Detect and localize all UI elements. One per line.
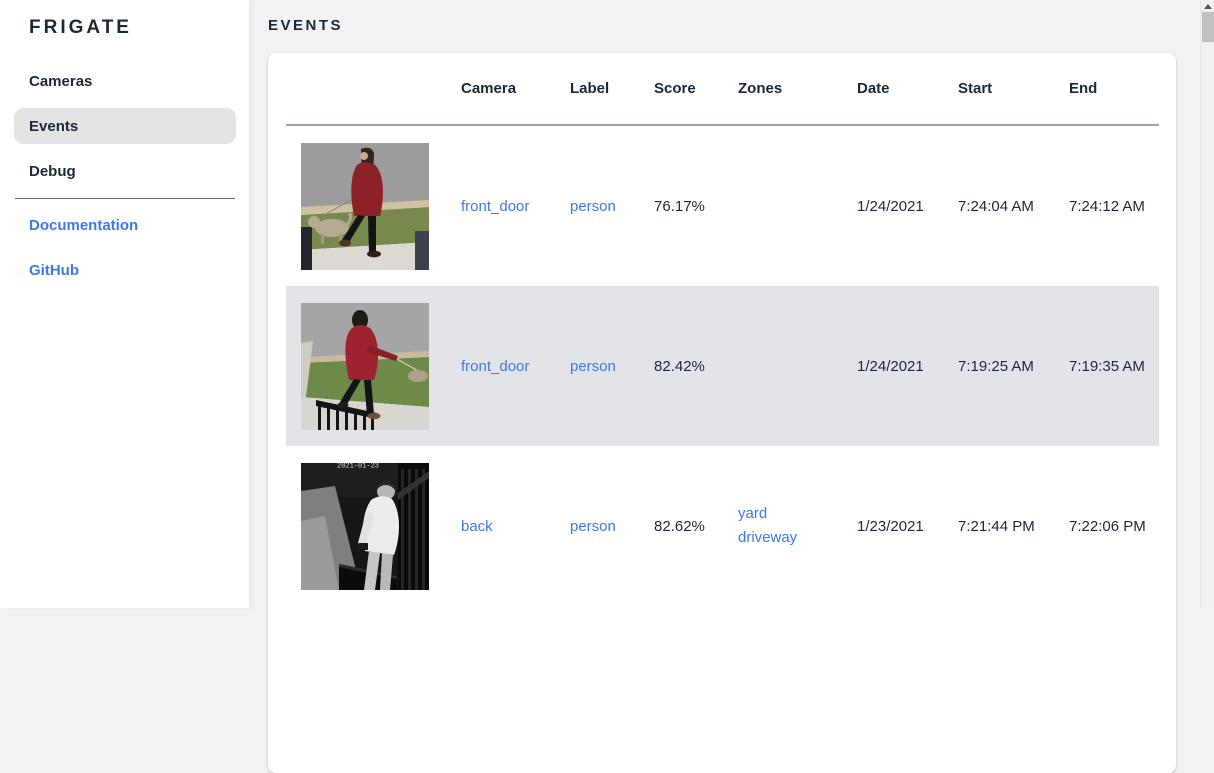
event-start-time: 7:21:44 PM	[958, 517, 1035, 535]
sidebar-item-cameras[interactable]: Cameras	[14, 63, 236, 99]
sidebar-item-label: Events	[29, 117, 79, 135]
label-link[interactable]: person	[570, 357, 616, 375]
page-title: EVENTS	[268, 17, 344, 34]
sidebar-item-debug[interactable]: Debug	[14, 153, 236, 189]
events-table-card: Camera Label Score Zones Date Start End	[268, 53, 1176, 773]
column-label-header: Label	[570, 80, 610, 97]
camera-link[interactable]: front_door	[461, 357, 530, 375]
scrollbar[interactable]	[1200, 0, 1214, 608]
event-camera-cell: back	[449, 518, 558, 535]
thumbnail-timestamp-overlay: 2021-01-23	[337, 463, 379, 471]
event-end-time: 7:22:06 PM	[1069, 517, 1146, 535]
zone-link[interactable]: driveway	[738, 529, 798, 546]
event-zones-cell: yard driveway	[726, 502, 845, 550]
event-thumbnail-cell	[286, 142, 449, 270]
sidebar-divider	[15, 198, 235, 199]
event-score: 76.17%	[654, 197, 705, 215]
event-date: 1/24/2021	[857, 197, 924, 215]
scrollbar-thumb[interactable]	[1202, 12, 1214, 42]
event-row[interactable]: 2021-01-23 back person 82.62% yard drive…	[286, 446, 1159, 606]
sidebar-item-label: Cameras	[29, 72, 93, 90]
column-start-header: Start	[958, 80, 993, 97]
sidebar-link-github[interactable]: GitHub	[14, 252, 236, 288]
sidebar-link-label: Documentation	[29, 216, 139, 234]
scroll-up-arrow-icon[interactable]	[1203, 4, 1212, 9]
event-end-time: 7:19:35 AM	[1069, 357, 1145, 375]
event-score: 82.62%	[654, 517, 705, 535]
sidebar-link-documentation[interactable]: Documentation	[14, 207, 236, 243]
column-score-header: Score	[654, 80, 696, 97]
sidebar-item-label: Debug	[29, 162, 76, 180]
label-link[interactable]: person	[570, 197, 616, 215]
zone-link[interactable]: yard	[738, 505, 768, 522]
event-label-cell: person	[558, 198, 642, 215]
event-thumbnail-cell: 2021-01-23	[286, 462, 449, 590]
event-thumbnail-cell	[286, 302, 449, 430]
event-date: 1/23/2021	[857, 517, 924, 535]
column-camera-header: Camera	[461, 80, 517, 97]
event-row[interactable]: front_door person 76.17% 1/24/2021 7:24:…	[286, 126, 1159, 286]
event-label-cell: person	[558, 358, 642, 375]
event-thumbnail[interactable]: 2021-01-23	[301, 462, 429, 590]
event-row[interactable]: front_door person 82.42% 1/24/2021 7:19:…	[286, 286, 1159, 446]
event-start-time: 7:24:04 AM	[958, 197, 1034, 215]
event-date: 1/24/2021	[857, 357, 924, 375]
camera-link[interactable]: front_door	[461, 197, 530, 215]
sidebar-item-events[interactable]: Events	[14, 108, 236, 144]
app-logo: FRIGATE	[29, 17, 132, 38]
sidebar-nav: Cameras Events Debug Documentation GitHu…	[14, 63, 236, 297]
table-header-row: Camera Label Score Zones Date Start End	[286, 53, 1159, 126]
event-thumbnail[interactable]	[301, 302, 429, 430]
column-zones-header: Zones	[738, 80, 783, 97]
sidebar-link-label: GitHub	[29, 261, 79, 279]
event-score: 82.42%	[654, 357, 705, 375]
column-date-header: Date	[857, 80, 890, 97]
label-link[interactable]: person	[570, 517, 616, 535]
event-camera-cell: front_door	[449, 198, 558, 215]
event-camera-cell: front_door	[449, 358, 558, 375]
event-thumbnail[interactable]	[301, 142, 429, 270]
event-start-time: 7:19:25 AM	[958, 357, 1034, 375]
event-label-cell: person	[558, 518, 642, 535]
event-end-time: 7:24:12 AM	[1069, 197, 1145, 215]
sidebar: FRIGATE Cameras Events Debug Documentati…	[0, 0, 250, 608]
column-end-header: End	[1069, 80, 1098, 97]
camera-link[interactable]: back	[461, 517, 493, 535]
